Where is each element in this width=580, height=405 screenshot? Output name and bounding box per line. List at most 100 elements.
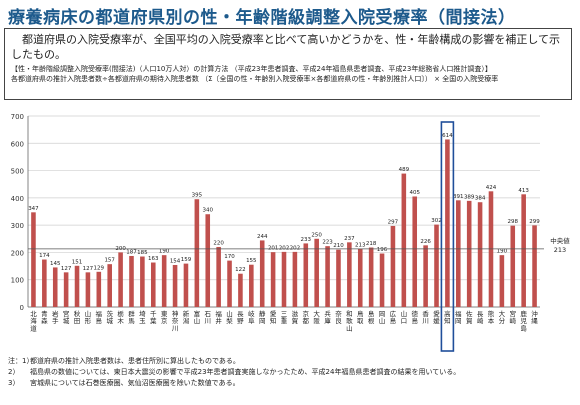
data-label: 185 <box>137 250 148 256</box>
data-label: 145 <box>50 261 61 267</box>
category-label-char: 知 <box>270 316 277 325</box>
bar <box>281 251 287 307</box>
category-label-char: 媛 <box>433 316 440 325</box>
category-label-char: 島 <box>368 309 375 318</box>
category-label-char: 石 <box>204 310 211 318</box>
bar <box>42 259 47 307</box>
data-label: 489 <box>399 167 410 173</box>
data-label: 395 <box>192 193 203 199</box>
category-label-char: 千 <box>150 309 157 318</box>
bar <box>357 248 363 307</box>
category-label-char: 歌 <box>346 316 353 325</box>
category-label-char: 福 <box>215 309 222 318</box>
category-label-char: 木 <box>117 316 124 325</box>
category-label-char: 分 <box>499 316 506 325</box>
category-label-char: 徳 <box>411 309 418 318</box>
category-label-char: 熊 <box>488 309 495 318</box>
bar <box>390 225 396 307</box>
category-label-char: 沖 <box>531 309 538 318</box>
data-label: 244 <box>257 234 268 240</box>
category-label-char: 城 <box>63 317 70 325</box>
footnote-2: 2） 福島県の数値については、東日本大震災の影響で平成23年患者調査実施しなかった… <box>8 367 460 378</box>
bar <box>336 249 341 307</box>
data-label: 170 <box>224 254 235 260</box>
category-label-char: 広 <box>390 309 397 318</box>
data-label: 187 <box>126 249 137 255</box>
page-title: 療養病床の都道府県別の性・年齢階級調整入院受療率（間接法） <box>8 8 516 28</box>
category-label-char: 奈 <box>335 309 342 318</box>
data-label: 389 <box>464 194 475 200</box>
bar <box>194 199 200 307</box>
category-label-char: 重 <box>281 317 288 325</box>
data-label: 174 <box>39 253 50 259</box>
category-label-char: 潟 <box>183 317 190 325</box>
category-label-char: 縄 <box>531 316 538 325</box>
footnote-text: 宮城県については石巻医療圏、気仙沼医療圏を除いた数値である。 <box>30 379 240 387</box>
bar <box>499 255 505 307</box>
category-label-char: 兵 <box>324 309 331 318</box>
bar <box>347 242 352 307</box>
category-label-char: 京 <box>161 316 168 325</box>
bar <box>368 247 374 307</box>
data-label: 391 <box>453 194 464 200</box>
footnote-text: 福島県の数値については、東日本大震災の影響で平成23年患者調査実施しなかったため… <box>30 368 461 376</box>
category-label-char: 群 <box>128 309 135 318</box>
category-label-char: 葉 <box>150 316 157 325</box>
category-label-char: 口 <box>401 317 408 325</box>
category-label-char: 鳥 <box>357 309 364 318</box>
footnote-mark: 2） <box>8 368 20 376</box>
bar <box>216 246 221 307</box>
category-label-char: 愛 <box>433 309 440 318</box>
bar <box>379 253 385 307</box>
bar <box>477 202 483 307</box>
data-label: 151 <box>72 259 83 265</box>
data-label: 202 <box>279 245 290 251</box>
category-label-char: 島 <box>520 323 527 332</box>
bar <box>412 196 418 307</box>
data-label: 159 <box>181 257 192 263</box>
footnote-mark: 3） <box>8 379 20 387</box>
category-label-char: 川 <box>204 317 211 325</box>
category-label-char: 静 <box>259 309 266 318</box>
category-label-char: 山 <box>379 316 386 325</box>
bar <box>205 214 211 307</box>
data-label: 237 <box>344 236 355 242</box>
footnotes: 注：1）都道府県の推計入院患者数は、患者住所別に算出したものである。 2） 福島県… <box>8 356 460 389</box>
summary-lead: 都道府県の入院受療率が、全国平均の入院受療率と比べて高いかどうかを、性・年齢構成… <box>11 33 561 61</box>
data-label: 614 <box>442 133 453 139</box>
category-label-char: 都 <box>303 317 310 325</box>
category-label-char: 島 <box>390 316 397 325</box>
bar <box>118 252 123 307</box>
data-label: 127 <box>83 266 94 272</box>
data-label: 405 <box>409 190 420 196</box>
category-label-char: 京 <box>303 309 310 318</box>
y-tick-label: 300 <box>11 222 24 230</box>
bar <box>314 238 319 307</box>
bar <box>52 267 58 307</box>
category-label-char: 岐 <box>248 309 255 318</box>
data-label: 122 <box>235 267 246 273</box>
category-label-char: 川 <box>172 324 179 332</box>
bar <box>96 271 102 307</box>
formula-text: 各都道府県の推計入院患者数÷各都道府県の期待入院患者数 （Σ〔全国の性・年齢別入… <box>11 75 499 83</box>
median-label: 中央値 <box>550 236 570 245</box>
category-label-char: 島 <box>411 316 418 325</box>
bar <box>445 139 450 307</box>
footnote-mark: 注：1） <box>8 357 34 365</box>
category-label-char: 島 <box>96 316 103 325</box>
bar <box>107 264 112 307</box>
data-label: 163 <box>148 256 159 262</box>
bar <box>270 252 276 307</box>
category-label-char: 東 <box>161 309 168 318</box>
bar <box>325 246 330 307</box>
bar <box>532 225 537 307</box>
footnote-text: 都道府県の推計入院患者数は、患者住所別に算出したものである。 <box>30 357 240 365</box>
category-label-char: 長 <box>237 310 244 318</box>
data-label: 190 <box>159 249 170 255</box>
category-label-char: 栃 <box>117 309 124 318</box>
data-label: 302 <box>431 218 442 224</box>
category-label-char: 児 <box>520 316 527 325</box>
category-label-char: 山 <box>226 309 233 318</box>
category-label-char: 宮 <box>510 309 517 318</box>
y-tick-label: 100 <box>11 277 24 285</box>
